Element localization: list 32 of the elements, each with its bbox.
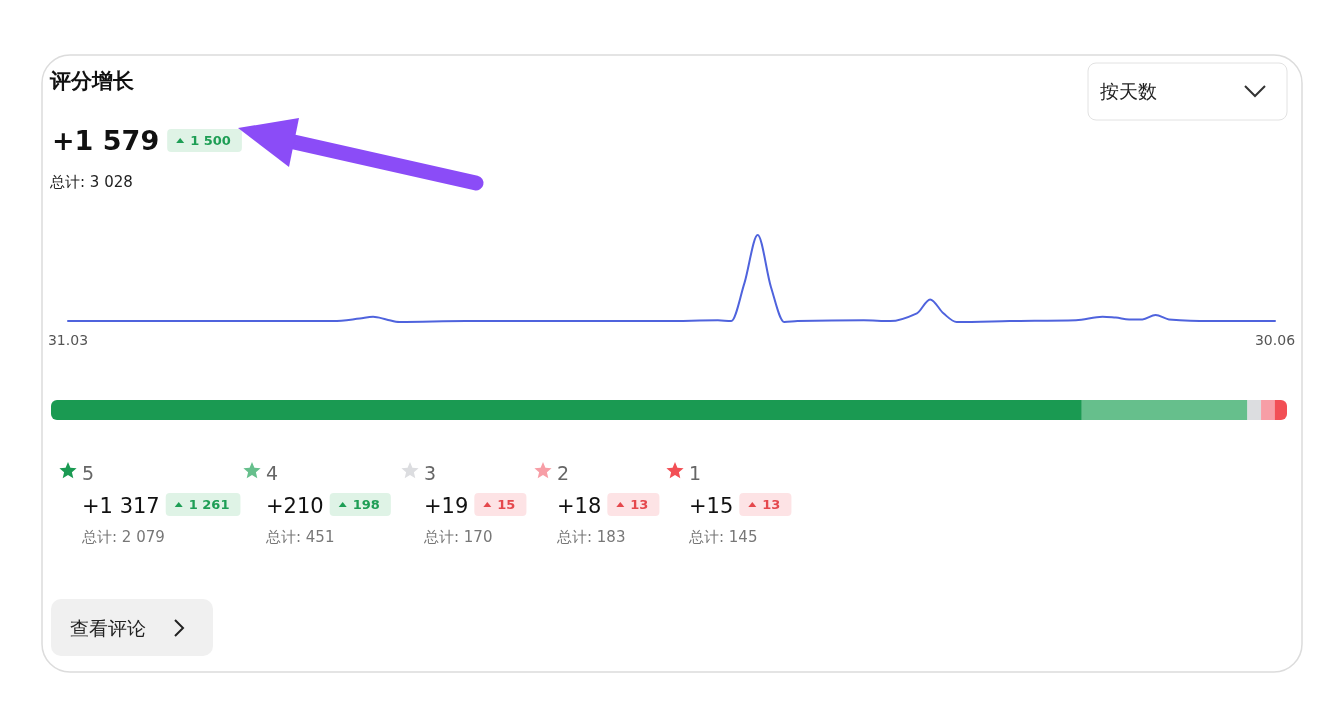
legend-label: 3 xyxy=(424,462,437,484)
text: 13 xyxy=(630,497,649,512)
text: 15 xyxy=(497,497,516,512)
chart-title: 评分增长 xyxy=(49,69,135,93)
text: 总计: 451 xyxy=(265,528,335,546)
text: 总计: 3 028 xyxy=(49,173,133,191)
text: +18 xyxy=(557,494,602,518)
text: +19 xyxy=(424,494,469,518)
bar xyxy=(51,400,1082,420)
legend-label: 2 xyxy=(557,462,570,484)
text: 查看评论 xyxy=(70,617,146,639)
text: +210 xyxy=(266,494,324,518)
x-tick-label: 31.03 xyxy=(47,332,89,348)
legend-label: 4 xyxy=(266,462,279,484)
bar xyxy=(1247,400,1262,420)
text: 总计: 183 xyxy=(556,528,626,546)
text: 198 xyxy=(352,497,380,512)
text: 按天数 xyxy=(1100,80,1157,102)
text: 1 500 xyxy=(190,133,231,148)
text: 总计: 145 xyxy=(688,528,758,546)
text: 总计: 2 079 xyxy=(81,528,165,546)
text: 总计: 170 xyxy=(423,528,493,546)
chart-subtitle: +1 579 xyxy=(52,125,160,156)
text: 13 xyxy=(762,497,781,512)
bar xyxy=(1081,400,1248,420)
text: +15 xyxy=(689,494,734,518)
legend-label: 1 xyxy=(689,462,702,484)
x-tick-label: 30.06 xyxy=(1254,332,1296,348)
legend-label: 5 xyxy=(82,462,95,484)
text: +1 317 xyxy=(82,494,160,518)
bar xyxy=(1261,400,1275,420)
text: 1 261 xyxy=(188,497,230,512)
